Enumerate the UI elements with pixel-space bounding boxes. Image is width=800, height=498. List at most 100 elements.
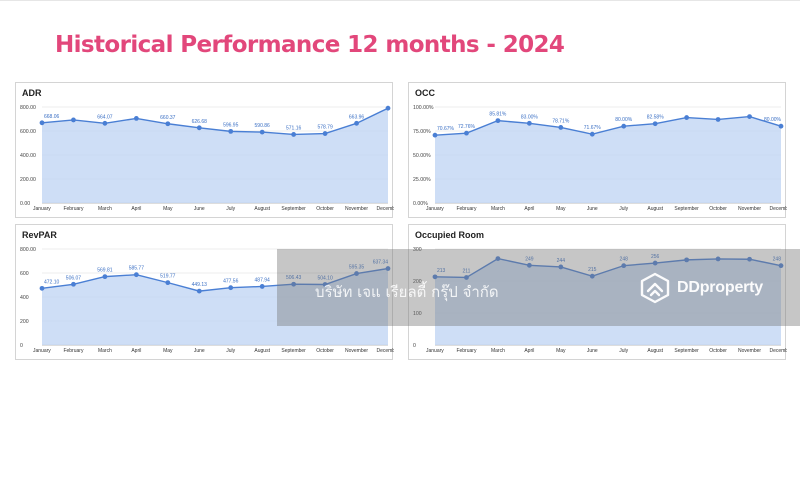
x-tick-label: April xyxy=(131,206,141,212)
data-label: 578.79 xyxy=(317,125,333,131)
data-point xyxy=(432,132,438,138)
data-label: 249 xyxy=(525,256,534,262)
data-point xyxy=(558,125,564,130)
data-point xyxy=(589,131,595,137)
chart-title: Occupied Room xyxy=(415,230,485,240)
data-label: 213 xyxy=(437,268,446,274)
data-label: 637.34 xyxy=(373,260,389,266)
data-point xyxy=(322,282,328,287)
chart-title: RevPAR xyxy=(22,230,57,240)
top-divider xyxy=(0,0,800,1)
data-point xyxy=(71,281,76,287)
chart-title: OCC xyxy=(415,88,435,98)
data-point xyxy=(291,281,297,287)
data-label: 595.35 xyxy=(349,265,365,271)
watermark-company-text: บริษัท เจแ เรียลตี้ กรุ๊ป จำกัด xyxy=(315,283,499,301)
data-point xyxy=(621,263,627,269)
revpar-chart: 0 200 400 600 800.00 472.10 January 506.07 Febru… xyxy=(20,247,394,354)
x-tick-label: January xyxy=(33,348,51,354)
data-point xyxy=(385,105,391,111)
x-tick-label: February xyxy=(63,348,84,354)
occupied-room-chart: 0 100 200 300 213 January 211 February March 249 A… xyxy=(413,247,787,354)
x-tick-label: September xyxy=(281,206,306,212)
y-tick-label: 800.00 xyxy=(20,247,36,253)
data-point xyxy=(684,115,690,120)
data-label: 660.37 xyxy=(160,115,176,121)
series-area xyxy=(42,268,388,345)
data-label: 248 xyxy=(620,257,629,263)
data-point xyxy=(228,128,234,134)
data-label: 72.76% xyxy=(458,124,476,130)
x-tick-label: December xyxy=(769,348,787,354)
x-tick-label: May xyxy=(556,206,566,212)
x-tick-label: November xyxy=(345,206,368,212)
data-label: 506.07 xyxy=(66,275,82,281)
data-point xyxy=(196,125,202,131)
data-point xyxy=(747,256,752,262)
data-label: 519.77 xyxy=(160,274,176,280)
data-label: 85.81% xyxy=(489,112,507,118)
data-label: 504.10 xyxy=(317,276,333,282)
y-tick-label: 25.00% xyxy=(413,177,431,183)
y-tick-label: 0 xyxy=(20,343,23,349)
data-label: 244 xyxy=(557,258,566,264)
data-label: 80.00% xyxy=(615,117,633,123)
data-label: 248 xyxy=(773,257,782,263)
data-point xyxy=(652,121,658,127)
x-tick-label: June xyxy=(587,348,598,354)
x-tick-label: July xyxy=(619,206,628,212)
occupied-room-chart-panel: Occupied Room 0 100 200 300 213 January 211 Feb… xyxy=(408,224,787,360)
data-label: 596.95 xyxy=(223,122,239,128)
x-tick-label: July xyxy=(619,348,628,354)
x-tick-label: November xyxy=(738,206,761,212)
data-point xyxy=(354,271,359,276)
data-point xyxy=(133,116,139,121)
data-point xyxy=(102,120,108,126)
series-area xyxy=(435,116,781,203)
watermark-banner: บริษัท เจแ เรียลตี้ กรุ๊ป จำกัด DDproper… xyxy=(277,249,800,326)
data-point xyxy=(259,284,265,289)
x-tick-label: October xyxy=(316,206,334,212)
y-tick-label: 75.00% xyxy=(413,129,431,135)
x-tick-label: April xyxy=(524,348,534,354)
data-point xyxy=(196,288,202,294)
page-title: Historical Performance 12 months - 2024 xyxy=(55,32,565,58)
data-label: 487.94 xyxy=(255,277,271,283)
data-point xyxy=(133,272,139,278)
data-label: 256 xyxy=(651,254,660,260)
data-label: 472.10 xyxy=(44,279,60,285)
y-tick-label: 400 xyxy=(20,295,29,301)
x-tick-label: February xyxy=(63,206,84,212)
data-label: 664.07 xyxy=(97,114,113,120)
series-area xyxy=(42,108,388,203)
ddproperty-logo-icon xyxy=(640,272,670,304)
data-point xyxy=(526,262,532,268)
x-tick-label: October xyxy=(709,206,727,212)
data-point xyxy=(495,256,501,261)
data-label: 83.00% xyxy=(521,114,539,120)
data-point xyxy=(385,266,391,271)
data-label: 215 xyxy=(588,267,597,273)
data-label: 70.67% xyxy=(437,126,455,132)
x-tick-label: March xyxy=(98,348,112,354)
x-tick-label: December xyxy=(376,206,394,212)
x-tick-label: December xyxy=(769,206,787,212)
x-tick-label: August xyxy=(254,206,270,212)
x-tick-label: May xyxy=(163,348,173,354)
data-point xyxy=(495,118,501,124)
data-label: 449.13 xyxy=(192,282,208,288)
chart-title: ADR xyxy=(22,88,42,98)
x-tick-label: December xyxy=(376,348,394,354)
data-point xyxy=(684,257,690,263)
data-label: 571.16 xyxy=(286,125,302,131)
adr-chart: 0.00 200.00 400.00 600.00 800.00 668.06 Januar… xyxy=(20,105,394,212)
watermark-brand-text: DDproperty xyxy=(677,279,764,296)
data-label: 569.81 xyxy=(97,268,113,274)
revpar-chart-panel: RevPAR 0 200 400 600 800.00 472.10 January 506.… xyxy=(15,224,394,360)
data-label: 211 xyxy=(462,268,470,274)
y-tick-label: 100.00% xyxy=(413,105,434,111)
watermark-brand: DDproperty xyxy=(639,271,763,305)
x-tick-label: June xyxy=(194,206,205,212)
occ-chart-panel: OCC 0.00% 25.00% 50.00% 75.00% 100.00% 70.67%… xyxy=(408,82,787,218)
y-tick-label: 200 xyxy=(20,319,29,325)
